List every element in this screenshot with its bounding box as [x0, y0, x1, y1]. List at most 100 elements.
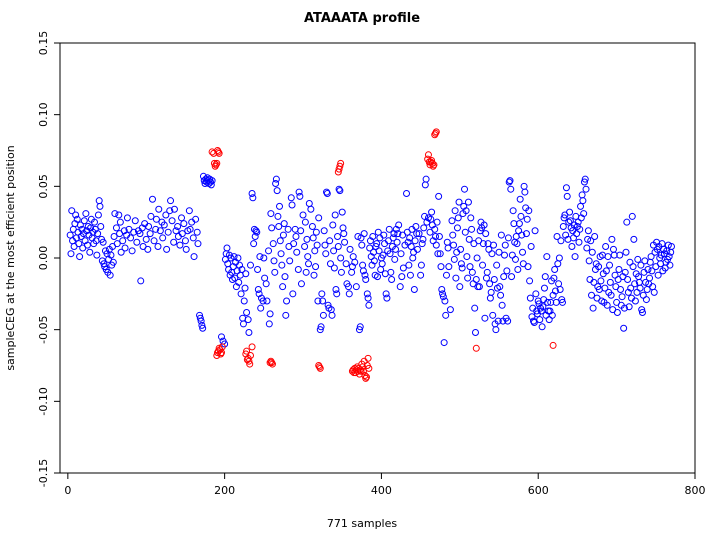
- data-point-blue: [602, 243, 610, 251]
- data-point-blue: [636, 284, 644, 292]
- data-point-blue: [396, 283, 404, 291]
- data-point-blue: [473, 254, 481, 262]
- data-point-blue: [616, 251, 624, 259]
- data-point-blue: [365, 301, 373, 309]
- data-point-blue: [263, 297, 271, 305]
- data-point-blue: [355, 326, 363, 334]
- data-point-blue: [250, 240, 258, 248]
- data-point-blue: [370, 257, 378, 265]
- data-point-blue: [471, 329, 479, 337]
- data-point-blue: [557, 237, 565, 245]
- data-point-red: [361, 372, 369, 380]
- data-point-blue: [66, 231, 74, 239]
- data-point-blue: [194, 240, 202, 248]
- data-point-blue: [374, 273, 381, 281]
- data-point-blue: [288, 201, 296, 209]
- data-point-blue: [439, 293, 447, 301]
- data-point-blue: [76, 221, 84, 229]
- data-point-blue: [617, 286, 625, 294]
- data-point-blue: [638, 308, 646, 316]
- data-point-blue: [308, 222, 316, 230]
- data-point-blue: [276, 237, 284, 245]
- data-point-blue: [159, 234, 167, 242]
- data-point-blue: [644, 265, 652, 273]
- data-point-red: [213, 159, 221, 167]
- data-point-blue: [395, 221, 403, 229]
- data-point-blue: [637, 261, 645, 269]
- data-point-blue: [495, 248, 503, 256]
- data-point-blue: [551, 287, 559, 295]
- data-point-blue: [149, 195, 157, 203]
- data-point-blue: [331, 211, 339, 219]
- data-point-blue: [227, 254, 235, 262]
- data-point-red: [428, 159, 436, 167]
- data-point-blue: [235, 278, 243, 286]
- data-point-blue: [471, 304, 479, 312]
- data-point-blue: [506, 177, 514, 185]
- data-point-blue: [100, 260, 108, 268]
- data-point-blue: [422, 175, 430, 183]
- data-point-blue: [510, 220, 518, 228]
- data-point-blue: [330, 264, 338, 272]
- data-point-blue: [162, 211, 170, 219]
- data-point-blue: [450, 241, 458, 249]
- data-point-blue: [526, 277, 534, 285]
- data-point-blue: [144, 245, 152, 253]
- data-point-blue: [244, 316, 252, 324]
- data-point-blue: [168, 217, 176, 225]
- data-point-blue: [345, 290, 353, 298]
- data-point-blue: [464, 274, 472, 282]
- data-point-blue: [515, 220, 523, 228]
- data-point-blue: [576, 225, 584, 233]
- data-point-blue: [579, 197, 587, 205]
- data-point-blue: [113, 240, 121, 248]
- data-point-blue: [301, 243, 309, 251]
- data-point-blue: [604, 253, 612, 261]
- data-point-blue: [332, 286, 340, 294]
- data-point-blue: [580, 210, 588, 218]
- data-point-blue: [434, 250, 442, 258]
- data-point-blue: [584, 235, 592, 243]
- data-point-blue: [281, 273, 289, 281]
- data-point-blue: [558, 296, 566, 304]
- data-point-blue: [253, 228, 261, 236]
- data-point-blue: [412, 222, 420, 230]
- data-point-blue: [420, 224, 428, 232]
- data-point-blue: [523, 215, 531, 223]
- data-point-blue: [514, 265, 522, 273]
- data-point-blue: [479, 240, 487, 248]
- data-point-red: [247, 351, 254, 359]
- data-point-blue: [646, 274, 654, 282]
- data-point-blue: [580, 178, 588, 186]
- data-point-blue: [312, 263, 320, 271]
- data-point-blue: [439, 290, 447, 298]
- data-point-blue: [123, 214, 131, 222]
- data-point-blue: [269, 240, 277, 248]
- data-point-blue: [380, 231, 388, 239]
- data-point-blue: [532, 290, 540, 298]
- x-axis-title: 771 samples: [327, 517, 397, 530]
- data-point-blue: [501, 251, 508, 259]
- data-point-blue: [386, 250, 394, 258]
- data-point-blue: [450, 255, 458, 263]
- y-tick-label: 0.05: [37, 174, 50, 199]
- data-point-blue: [156, 227, 164, 235]
- data-point-blue: [130, 228, 138, 236]
- data-point-blue: [83, 241, 91, 249]
- data-point-blue: [527, 243, 535, 251]
- data-point-blue: [528, 313, 536, 321]
- data-point-blue: [566, 217, 574, 225]
- data-point-blue: [152, 225, 160, 233]
- data-point-blue: [559, 298, 567, 306]
- y-tick-label: -0.05: [37, 315, 50, 343]
- data-point-blue: [127, 234, 135, 242]
- data-point-blue: [461, 228, 469, 236]
- data-point-blue: [242, 270, 250, 278]
- data-point-blue: [553, 233, 561, 240]
- data-point-blue: [287, 194, 295, 202]
- data-point-blue: [313, 241, 321, 249]
- data-point-blue: [344, 283, 352, 291]
- data-point-blue: [606, 278, 614, 286]
- data-point-blue: [336, 187, 344, 195]
- y-axis: -0.15 -0.10 -0.05 0.00 0.05 0.10 0.15: [37, 31, 60, 487]
